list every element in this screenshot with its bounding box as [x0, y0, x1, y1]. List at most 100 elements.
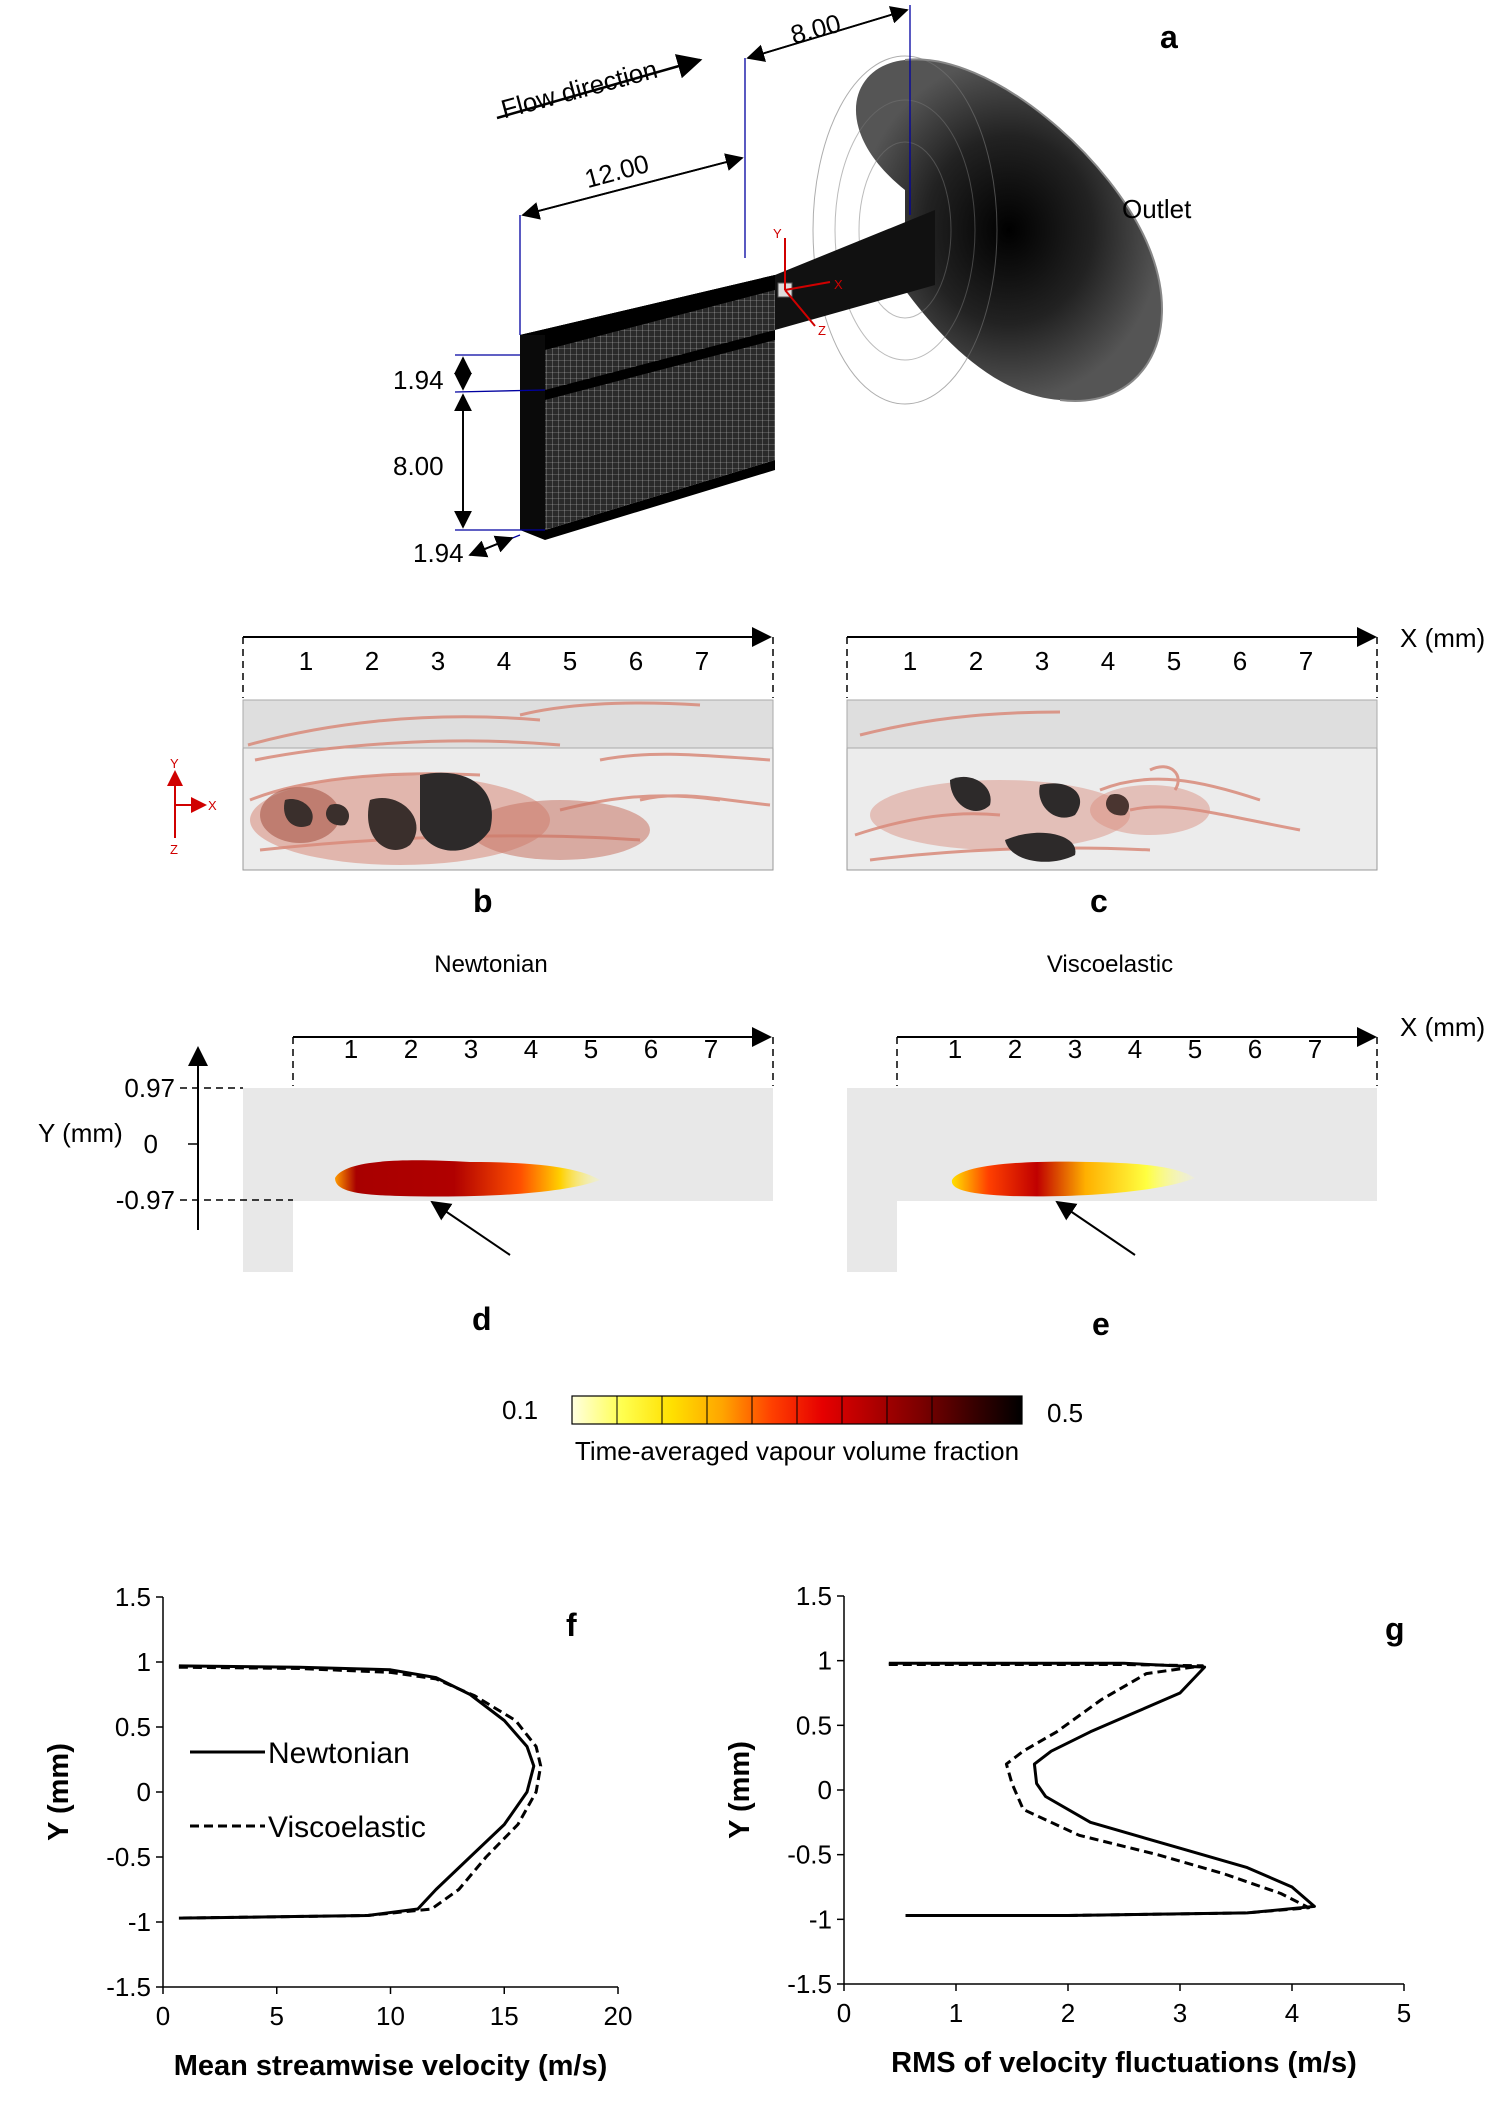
panel-letter-g: g: [1385, 1611, 1405, 1647]
panel-d-tick-7: 7: [704, 1034, 718, 1064]
panel-b-isosurfaces: [247, 701, 771, 865]
axis-triad-a: [777, 238, 831, 327]
x-tick-label: 1: [949, 1998, 963, 2028]
panel-b-tick-4: 4: [497, 646, 511, 676]
panel-c-ticks: 1 2 3 4 5 6 7: [903, 646, 1313, 676]
panel-e-tick-1: 1: [948, 1034, 962, 1064]
outlet-disk: [812, 55, 1164, 405]
legend: [190, 1750, 265, 1828]
panel-letter-b: b: [473, 883, 493, 919]
x-axis-label-bc: X (mm): [1400, 623, 1485, 653]
dimension-arrows: [454, 6, 909, 558]
panel-b-ticks: 1 2 3 4 5 6 7: [299, 646, 709, 676]
colorbar-caption: Time-averaged vapour volume fraction: [575, 1436, 1019, 1466]
x-tick-label: 10: [376, 2001, 405, 2031]
dim-label-8-left: 8.00: [393, 451, 444, 481]
panel-e-ticks: 1 2 3 4 5 6 7: [948, 1034, 1322, 1064]
panel-b-tick-3: 3: [431, 646, 445, 676]
y-tick-label: 1: [137, 1647, 151, 1677]
y-axis-title: Y (mm): [43, 1743, 75, 1841]
series-line-newtonian: [178, 1664, 536, 1920]
y-axis-label-de: Y (mm): [38, 1118, 123, 1148]
x-tick-label: 5: [270, 2001, 284, 2031]
y-tick-label: 1.5: [796, 1581, 832, 1611]
panel-c-tick-1: 1: [903, 646, 917, 676]
dim-label-8-top: 8.00: [787, 8, 844, 50]
panel-e-tick-4: 4: [1128, 1034, 1142, 1064]
panel-b-tick-7: 7: [695, 646, 709, 676]
x-axis-title: RMS of velocity fluctuations (m/s): [891, 2047, 1357, 2079]
panel-d-tick-1: 1: [344, 1034, 358, 1064]
axis-y-label-b: Y: [170, 756, 179, 771]
x-axis-title: Mean streamwise velocity (m/s): [174, 2050, 608, 2082]
y-tick-top: 0.97: [124, 1073, 175, 1103]
panel-e-tick-5: 5: [1188, 1034, 1202, 1064]
panel-b-tick-6: 6: [629, 646, 643, 676]
y-tick-label: -0.5: [106, 1842, 151, 1872]
colorbar: [571, 1395, 1023, 1425]
panel-e-tick-7: 7: [1308, 1034, 1322, 1064]
panel-c-tick-6: 6: [1233, 646, 1247, 676]
y-tick-label: 0: [818, 1775, 832, 1805]
axis-y-label-a: Y: [773, 226, 782, 241]
y-tick-bottom: -0.97: [116, 1185, 175, 1215]
panel-d-tick-4: 4: [524, 1034, 538, 1064]
panel-e-domain: [847, 1027, 1378, 1272]
y-tick-label: -1.5: [787, 1969, 832, 1999]
panel-letter-c: c: [1090, 883, 1108, 919]
panel-letter-e: e: [1092, 1306, 1110, 1342]
panel-c-isosurfaces: [854, 710, 1301, 862]
y-tick-label: 0.5: [796, 1710, 832, 1740]
legend-label-viscoelastic: Viscoelastic: [268, 1811, 426, 1844]
title-newtonian: Newtonian: [434, 951, 547, 978]
x-tick-label: 20: [604, 2001, 633, 2031]
panel-e-tick-6: 6: [1248, 1034, 1262, 1064]
legend-label-newtonian: Newtonian: [268, 1737, 410, 1770]
series-line-viscoelastic: [178, 1665, 543, 1920]
panel-d-tick-6: 6: [644, 1034, 658, 1064]
panel-d-tick-3: 3: [464, 1034, 478, 1064]
panel-c-tick-5: 5: [1167, 646, 1181, 676]
series-line-newtonian: [888, 1661, 1316, 1917]
axis-triad-b: [167, 770, 207, 838]
panel-c-tick-2: 2: [969, 646, 983, 676]
axis-z-label-a: Z: [818, 323, 826, 338]
y-tick-label: 1: [818, 1646, 832, 1676]
axis-x-label-a: X: [834, 277, 843, 292]
panel-d-ticks: 1 2 3 4 5 6 7: [344, 1034, 718, 1064]
dim-label-12: 12.00: [581, 148, 652, 194]
panel-letter-d: d: [472, 1301, 492, 1337]
axis-x-label-b: X: [208, 798, 217, 813]
x-tick-label: 0: [837, 1998, 851, 2028]
series-line-viscoelastic: [888, 1663, 1311, 1917]
inlet-block: [520, 275, 775, 540]
x-tick-label: 15: [490, 2001, 519, 2031]
y-axis-title: Y (mm): [724, 1741, 756, 1839]
panel-b-tick-1: 1: [299, 646, 313, 676]
x-tick-label: 2: [1061, 1998, 1075, 2028]
y-tick-label: 0.5: [115, 1712, 151, 1742]
y-tick-label: -1.5: [106, 1972, 151, 2002]
colorbar-max-label: 0.5: [1047, 1398, 1083, 1428]
panel-d-y-axis: [180, 1046, 293, 1230]
flow-direction-label: Flow direction: [498, 54, 661, 124]
y-tick-label: -0.5: [787, 1840, 832, 1870]
y-tick-label: -1: [128, 1907, 151, 1937]
y-tick-label: 0: [137, 1777, 151, 1807]
x-tick-label: 4: [1285, 1998, 1299, 2028]
panel-b-tick-5: 5: [563, 646, 577, 676]
panel-d-tick-5: 5: [584, 1034, 598, 1064]
panel-b-tick-2: 2: [365, 646, 379, 676]
panel-c-tick-7: 7: [1299, 646, 1313, 676]
y-tick-zero: 0: [144, 1129, 158, 1159]
panel-c-tick-4: 4: [1101, 646, 1115, 676]
panel-d-tick-2: 2: [404, 1034, 418, 1064]
dim-label-1-94-upper: 1.94: [393, 365, 444, 395]
panel-c-tick-3: 3: [1035, 646, 1049, 676]
panel-d-domain: [243, 1027, 774, 1272]
title-viscoelastic: Viscoelastic: [1047, 951, 1173, 978]
colorbar-min-label: 0.1: [502, 1395, 538, 1425]
x-axis-label-de: X (mm): [1400, 1012, 1485, 1042]
